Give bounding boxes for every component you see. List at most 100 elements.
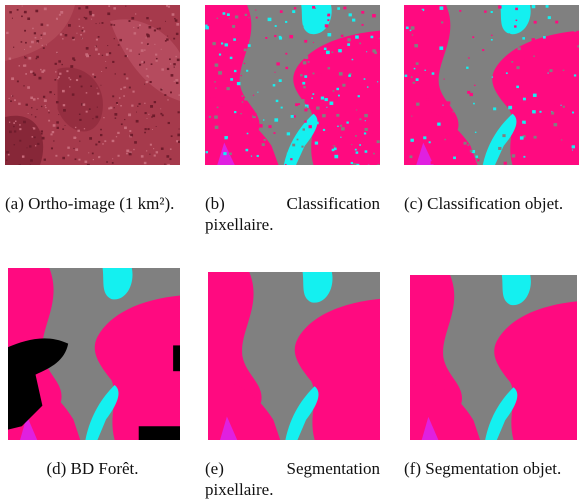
texture <box>498 146 502 150</box>
texture <box>421 8 425 12</box>
texture <box>167 5 171 8</box>
texture <box>62 33 64 35</box>
texture <box>92 118 94 120</box>
texture <box>124 126 127 130</box>
texture <box>341 127 345 131</box>
texture <box>521 59 525 62</box>
texture <box>336 87 339 91</box>
texture <box>253 113 257 117</box>
texture <box>144 112 147 115</box>
texture <box>361 10 365 14</box>
texture <box>244 104 246 106</box>
texture <box>490 38 493 41</box>
texture <box>68 77 70 79</box>
texture <box>359 42 362 45</box>
texture <box>166 67 170 71</box>
texture <box>29 164 31 165</box>
texture <box>30 96 34 100</box>
texture <box>240 74 242 77</box>
ortho-image <box>5 5 180 165</box>
texture <box>152 114 156 118</box>
texture <box>516 85 519 89</box>
texture <box>54 79 57 81</box>
texture <box>11 17 13 19</box>
texture <box>482 49 485 52</box>
texture <box>132 90 135 93</box>
texture <box>36 108 38 110</box>
texture <box>25 41 27 44</box>
texture <box>140 49 144 52</box>
texture <box>483 84 487 88</box>
texture <box>318 73 322 77</box>
texture <box>285 66 289 70</box>
texture <box>107 45 109 47</box>
texture <box>77 129 80 132</box>
texture <box>258 9 263 13</box>
texture <box>347 126 351 130</box>
texture <box>517 47 521 51</box>
texture <box>366 51 368 53</box>
texture <box>498 5 502 9</box>
texture <box>173 80 175 82</box>
texture <box>78 113 81 115</box>
texture <box>82 26 84 29</box>
texture <box>346 160 349 163</box>
texture <box>212 42 216 46</box>
texture <box>304 108 308 112</box>
texture <box>491 34 493 37</box>
texture <box>149 143 152 146</box>
texture <box>295 103 299 107</box>
texture <box>23 11 25 13</box>
texture <box>135 13 137 15</box>
texture <box>422 120 425 123</box>
texture <box>169 158 172 161</box>
texture <box>173 63 176 66</box>
texture <box>19 128 22 131</box>
texture <box>11 95 13 97</box>
texture <box>174 19 178 22</box>
texture <box>522 97 526 101</box>
texture <box>144 128 147 131</box>
texture <box>205 26 209 30</box>
texture <box>559 136 563 140</box>
texture <box>414 44 419 48</box>
texture <box>547 72 549 74</box>
texture <box>205 151 208 154</box>
texture <box>410 76 413 78</box>
texture <box>98 156 101 159</box>
texture <box>329 90 333 94</box>
texture <box>160 147 164 150</box>
texture <box>491 161 495 165</box>
texture <box>233 69 237 73</box>
texture <box>120 88 122 90</box>
caption-text: Classification objet. <box>427 194 564 213</box>
texture <box>236 81 241 86</box>
texture <box>312 42 315 43</box>
texture <box>379 40 380 42</box>
texture <box>410 26 415 30</box>
texture <box>523 125 526 128</box>
texture <box>155 53 158 56</box>
texture <box>146 33 149 36</box>
texture <box>355 35 359 39</box>
texture <box>317 67 322 71</box>
texture <box>348 74 351 77</box>
texture <box>274 25 277 27</box>
texture <box>376 140 380 144</box>
texture <box>216 106 219 109</box>
texture <box>129 49 132 52</box>
texture <box>210 80 212 82</box>
texture <box>216 17 219 19</box>
texture <box>144 102 146 104</box>
texture <box>131 104 134 107</box>
texture <box>67 24 71 27</box>
texture <box>521 123 525 127</box>
texture <box>48 109 50 112</box>
texture <box>205 5 208 8</box>
texture <box>167 99 169 101</box>
texture <box>352 110 355 112</box>
texture <box>109 52 112 55</box>
texture <box>43 32 46 35</box>
texture <box>267 17 272 22</box>
